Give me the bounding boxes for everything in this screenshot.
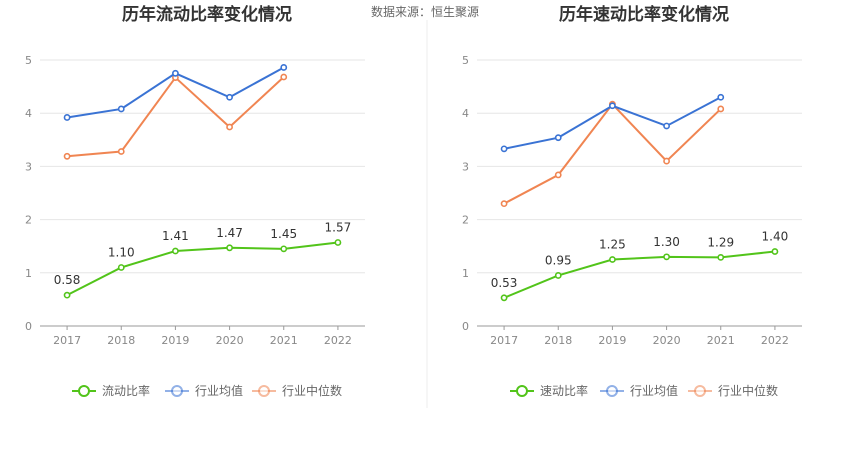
legend-label: 行业均值 — [630, 383, 678, 398]
legend-label: 行业中位数 — [718, 383, 778, 398]
data-label: 1.47 — [216, 226, 243, 240]
data-label: 1.40 — [762, 230, 789, 244]
data-point — [554, 171, 562, 179]
y-tick-label: 0 — [25, 320, 32, 333]
data-point — [500, 200, 508, 208]
legend-marker — [516, 385, 528, 397]
data-point — [554, 134, 562, 142]
legend-marker — [171, 385, 183, 397]
data-point — [500, 294, 508, 302]
legend-label: 行业均值 — [195, 383, 243, 398]
y-tick-label: 4 — [462, 107, 469, 120]
data-point — [172, 69, 179, 77]
series-line — [66, 241, 339, 297]
data-label: 0.95 — [545, 253, 572, 267]
y-tick-label: 2 — [462, 214, 469, 227]
data-point — [63, 152, 71, 160]
data-point — [609, 102, 616, 110]
data-label: 1.29 — [707, 235, 734, 249]
y-tick-label: 0 — [462, 320, 469, 333]
data-point — [500, 145, 508, 153]
y-tick-label: 3 — [462, 160, 469, 173]
data-point — [117, 148, 125, 155]
data-point — [117, 105, 125, 113]
data-point — [663, 157, 670, 165]
data-point — [717, 253, 725, 261]
data-label: 0.58 — [54, 273, 81, 287]
data-point — [226, 93, 233, 101]
x-tick-label: 2020 — [653, 334, 681, 347]
legend-marker — [78, 385, 90, 397]
y-tick-label: 2 — [25, 214, 32, 227]
series-line — [66, 76, 285, 158]
y-tick-label: 1 — [462, 267, 469, 280]
quick-ratio-chart: 历年速动比率变化情况 0 1 2 3 4 5 2017 2018 2019 2020 2021 202… — [462, 4, 802, 398]
data-label: 1.25 — [599, 238, 626, 252]
data-point — [63, 114, 71, 121]
x-tick-label: 2022 — [324, 334, 352, 347]
data-label: 1.41 — [162, 229, 189, 243]
data-point — [663, 253, 670, 261]
data-point — [280, 73, 288, 81]
legend-marker — [606, 385, 618, 397]
y-tick-label: 5 — [462, 54, 469, 67]
chart-title: 历年流动比率变化情况 — [122, 4, 292, 25]
y-tick-label: 1 — [25, 267, 32, 280]
chart-title: 历年速动比率变化情况 — [559, 4, 729, 25]
data-point — [663, 122, 670, 130]
current-ratio-chart: 历年流动比率变化情况 0 1 2 3 4 5 2017 2018 2019 2020 2021 202… — [25, 4, 365, 398]
legend-label: 速动比率 — [540, 383, 588, 398]
data-label: 1.10 — [108, 245, 135, 259]
data-point — [609, 256, 616, 263]
series-line — [503, 250, 776, 299]
x-tick-label: 2021 — [270, 334, 298, 347]
x-tick-label: 2019 — [598, 334, 626, 347]
y-tick-label: 5 — [25, 54, 32, 67]
legend-label: 行业中位数 — [282, 383, 342, 398]
legend-marker — [694, 385, 706, 397]
data-point — [280, 64, 288, 71]
data-point — [280, 245, 288, 253]
x-tick-label: 2019 — [161, 334, 189, 347]
data-source-label: 数据来源：恒生聚源 — [371, 4, 479, 19]
data-point — [717, 93, 725, 101]
x-tick-label: 2018 — [107, 334, 135, 347]
data-point — [771, 248, 779, 255]
data-point — [226, 123, 233, 131]
x-tick-label: 2018 — [544, 334, 572, 347]
x-tick-label: 2020 — [216, 334, 244, 347]
legend-marker — [258, 385, 270, 397]
y-tick-label: 3 — [25, 160, 32, 173]
y-tick-label: 4 — [25, 107, 32, 120]
data-point — [63, 291, 71, 299]
data-label: 0.53 — [491, 276, 518, 290]
data-point — [172, 247, 179, 255]
data-point — [717, 105, 725, 113]
x-tick-label: 2017 — [490, 334, 518, 347]
data-label: 1.45 — [270, 227, 297, 241]
x-tick-label: 2022 — [761, 334, 789, 347]
data-point — [117, 264, 125, 271]
series-line — [503, 102, 722, 205]
legend-label: 流动比率 — [102, 383, 150, 398]
data-point — [554, 272, 562, 279]
x-tick-label: 2021 — [707, 334, 735, 347]
data-label: 1.57 — [325, 220, 352, 234]
x-tick-label: 2017 — [53, 334, 81, 347]
data-label: 1.30 — [653, 235, 680, 249]
data-point — [334, 239, 342, 246]
data-point — [226, 244, 233, 252]
